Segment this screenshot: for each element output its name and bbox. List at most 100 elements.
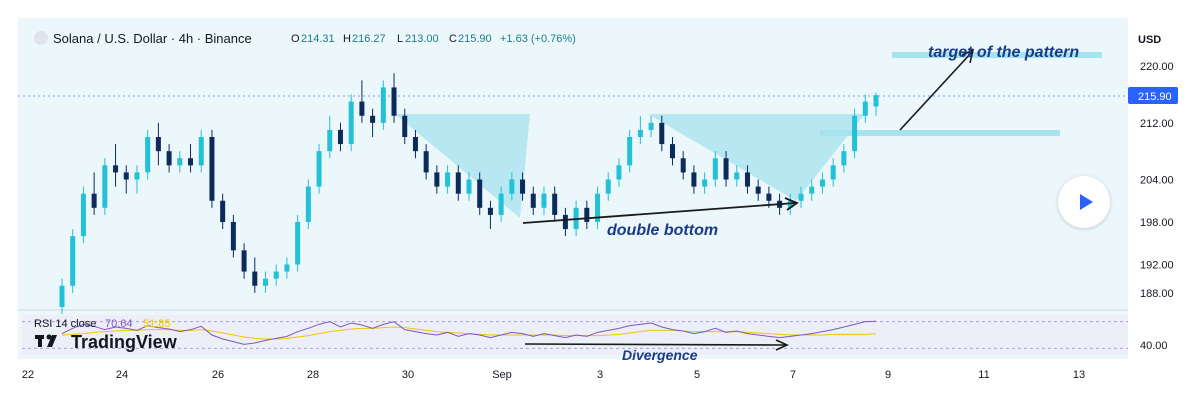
candle-body xyxy=(734,172,740,180)
rsi-label: RSI 14 close xyxy=(34,318,96,330)
tradingview-logo: TradingView xyxy=(35,332,178,352)
divergence-arrowhead xyxy=(775,339,789,351)
candle-body xyxy=(637,129,643,137)
candle-body xyxy=(434,172,440,187)
candle-body xyxy=(337,129,343,145)
candle-body xyxy=(841,151,847,166)
candle-body xyxy=(755,186,761,194)
candle-body xyxy=(134,172,140,180)
candle-body xyxy=(412,137,418,152)
candle-body xyxy=(348,101,354,145)
candle-body xyxy=(445,172,451,187)
candle-body xyxy=(198,137,204,166)
tv-brand-text: TradingView xyxy=(71,332,178,352)
play-icon xyxy=(1079,194,1093,210)
y-tick-label: 188.00 xyxy=(1140,288,1174,300)
candle-body xyxy=(263,278,268,286)
candle-body xyxy=(391,87,397,116)
currency-label: USD xyxy=(1138,34,1161,46)
symbol-title: Solana / U.S. Dollar · 4h · Binance xyxy=(53,31,252,46)
y-tick-label: 204.00 xyxy=(1140,175,1174,187)
candle-body xyxy=(295,222,301,265)
y-tick-label: 220.00 xyxy=(1140,61,1174,73)
candle-body xyxy=(177,158,183,166)
candle-body xyxy=(230,222,236,251)
price-axis-panel xyxy=(1128,18,1182,377)
x-tick-label: 24 xyxy=(116,369,128,381)
candle-body xyxy=(648,122,654,130)
y-axis-ticks: 220.00 212.00 204.00 198.00 192.00 188.00 xyxy=(1140,61,1174,300)
candle-body xyxy=(744,172,750,187)
rsi-line xyxy=(61,320,877,345)
candle-body xyxy=(798,193,804,201)
double-bottom-arrow-line xyxy=(522,202,796,224)
change-value: +1.63 (+0.76%) xyxy=(500,33,576,45)
x-tick-label: 5 xyxy=(694,369,700,381)
rsi-axis-label: 40.00 xyxy=(1140,340,1168,352)
candle-body xyxy=(123,172,129,180)
candle-body xyxy=(273,271,279,279)
candle-body xyxy=(209,137,215,201)
x-tick-label: 9 xyxy=(885,369,891,381)
y-tick-label: 198.00 xyxy=(1140,217,1174,229)
candle-body xyxy=(220,200,226,222)
candle-body xyxy=(627,137,633,166)
x-tick-label: 3 xyxy=(597,369,603,381)
x-tick-label: 26 xyxy=(212,369,224,381)
x-axis-ticks: 22 24 26 28 30 Sep 3 5 7 9 11 13 xyxy=(22,369,1085,381)
candle-body xyxy=(702,179,708,187)
candle-body xyxy=(423,151,429,173)
candles-group xyxy=(59,73,879,315)
target-zone xyxy=(892,52,1102,58)
candle-body xyxy=(305,186,311,222)
candle-body xyxy=(659,122,665,145)
candle-body xyxy=(380,87,386,123)
symbol-logo-icon xyxy=(34,31,48,45)
candle-body xyxy=(155,137,161,152)
tv-logo-mark-stem xyxy=(38,335,42,347)
candle-body xyxy=(552,193,558,215)
rsi-ma-value: 51.85 xyxy=(143,318,171,330)
candle-body xyxy=(252,271,258,286)
candle-body xyxy=(70,236,76,286)
divergence-annotation: Divergence xyxy=(622,347,698,363)
y-tick-label: 212.00 xyxy=(1140,118,1174,130)
open-label: O xyxy=(291,33,300,45)
candle-body xyxy=(91,193,97,208)
x-tick-label: 28 xyxy=(307,369,319,381)
candle-body xyxy=(584,207,590,222)
candle-body xyxy=(113,165,119,173)
x-tick-label: 30 xyxy=(402,369,414,381)
candle-body xyxy=(166,151,172,166)
candle-body xyxy=(477,179,483,208)
candle-body xyxy=(80,193,86,237)
rsi-group xyxy=(22,320,1128,349)
candle-body xyxy=(145,137,151,173)
candle-body xyxy=(809,186,815,194)
close-value: 215.90 xyxy=(458,33,492,45)
last-price-tag xyxy=(1128,87,1178,104)
play-button[interactable] xyxy=(1058,176,1110,228)
ohlc-readout: O 214.31 H 216.27 L 213.00 C 215.90 +1.6… xyxy=(291,33,576,45)
x-tick-label: 13 xyxy=(1073,369,1085,381)
candle-body xyxy=(852,115,858,152)
candle-body xyxy=(402,115,408,137)
pattern-right-triangle xyxy=(648,114,865,201)
candle-body xyxy=(680,158,686,173)
x-tick-label: Sep xyxy=(492,369,512,381)
candle-body xyxy=(359,101,365,116)
breakout-zone xyxy=(820,130,1060,136)
target-arrow-line xyxy=(899,51,973,131)
target-arrowhead xyxy=(961,48,975,64)
candle-body xyxy=(102,165,108,208)
low-label: L xyxy=(397,33,403,45)
x-tick-label: 22 xyxy=(22,369,34,381)
candle-body xyxy=(712,158,718,180)
candle-body xyxy=(723,158,729,180)
plot-background xyxy=(18,18,1128,359)
candle-body xyxy=(59,285,65,307)
candle-body xyxy=(766,193,772,201)
candle-body xyxy=(455,172,461,194)
tv-logo-mark-dot xyxy=(46,334,52,340)
